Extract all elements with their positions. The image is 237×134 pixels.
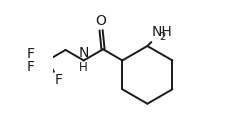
Text: H: H bbox=[79, 62, 88, 75]
Text: F: F bbox=[27, 47, 35, 61]
Text: NH: NH bbox=[152, 25, 173, 39]
Text: F: F bbox=[55, 73, 63, 87]
Text: O: O bbox=[96, 14, 106, 28]
Text: 2: 2 bbox=[160, 32, 166, 42]
Text: F: F bbox=[27, 60, 35, 74]
Text: N: N bbox=[78, 46, 89, 60]
